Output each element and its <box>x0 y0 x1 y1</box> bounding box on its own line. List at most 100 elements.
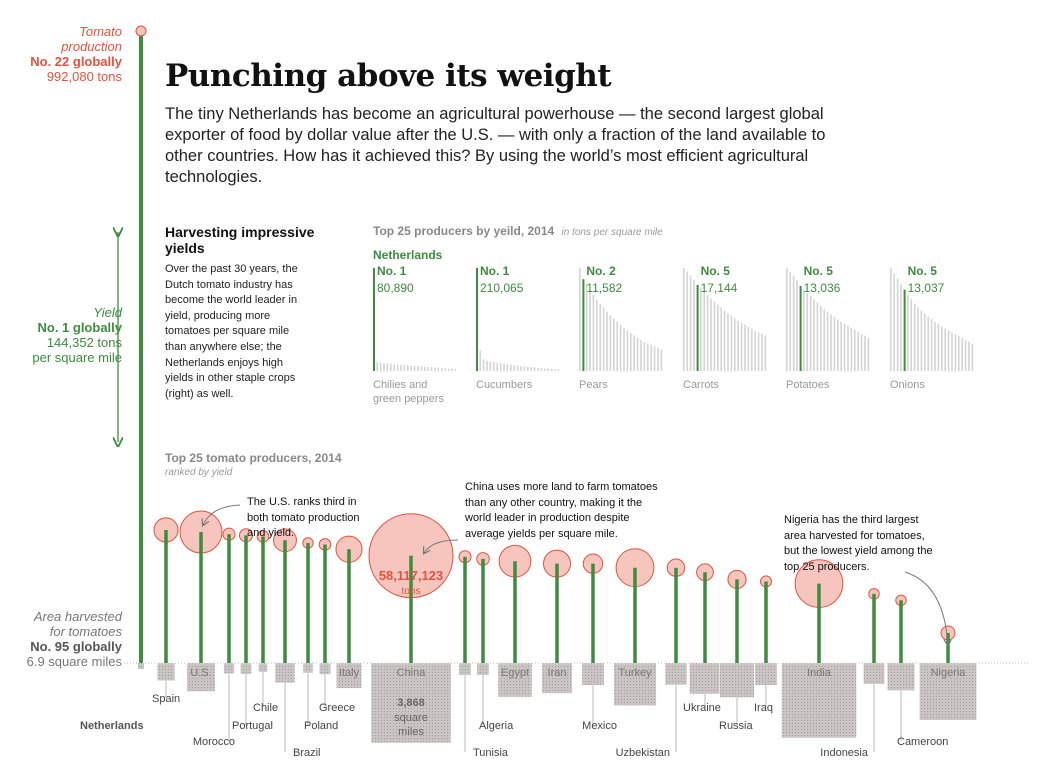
crop-bar-5-18 <box>951 332 953 371</box>
crop-bar-0-18 <box>434 367 436 371</box>
area-21 <box>781 662 857 739</box>
crop-bar-5-3 <box>900 284 902 371</box>
production-value: 992,080 tons <box>46 69 122 84</box>
crop-bar-0-13 <box>417 366 419 371</box>
crop-bar-1-10 <box>510 364 512 371</box>
crop-bar-5-4 <box>903 289 906 371</box>
crop-bar-3-7 <box>706 295 709 371</box>
crop-bar-3-15 <box>734 318 736 371</box>
crop-bar-3-0 <box>683 268 685 371</box>
area-1 <box>156 662 176 681</box>
country-label-17: Uzbekistan <box>616 747 670 759</box>
area-22 <box>863 662 885 685</box>
crop-bar-3-18 <box>744 324 746 371</box>
crop-bar-1-18 <box>537 367 539 371</box>
crop-value-1: 210,065 <box>480 281 524 295</box>
crop-bar-2-6 <box>599 303 601 371</box>
crop-bar-5-24 <box>971 343 974 371</box>
label-netherlands: Netherlands <box>80 720 144 732</box>
small-multiples-title-text: Top 25 producers by yeild, 2014 <box>373 224 555 238</box>
crop-bar-3-14 <box>730 315 733 371</box>
crop-bar-4-5 <box>803 289 805 371</box>
country-label-22: Indonesia <box>820 747 869 759</box>
country-label-3: Morocco <box>193 736 235 748</box>
crop-bar-5-6 <box>910 299 912 371</box>
crop-bar-3-22 <box>757 332 760 371</box>
crop-bar-1-22 <box>550 368 553 371</box>
crop-bar-2-10 <box>613 318 615 371</box>
main-chart-subtitle: ranked by yield <box>165 467 233 478</box>
crop-bar-2-5 <box>596 299 598 371</box>
crop-bar-0-9 <box>403 365 406 371</box>
crop-bar-3-19 <box>747 326 750 371</box>
crop-bar-5-21 <box>961 337 963 371</box>
crop-bar-2-23 <box>657 348 659 371</box>
section-title: Harvesting impressive yields <box>165 224 315 256</box>
area-10 <box>370 662 452 744</box>
crop-bar-4-11 <box>823 309 825 371</box>
crop-bar-0-14 <box>420 366 423 371</box>
crop-bar-3-16 <box>737 320 739 371</box>
crop-bar-5-23 <box>968 341 970 371</box>
production-stat: Tomato production No. 22 globally 992,08… <box>30 24 122 84</box>
crop-bar-0-12 <box>413 365 416 371</box>
country-label-5: Chile <box>253 702 278 714</box>
crop-bar-3-24 <box>764 335 767 371</box>
crop-bar-2-3 <box>589 290 591 371</box>
area-7 <box>302 662 314 674</box>
crop-bar-4-22 <box>860 333 863 371</box>
crop-bar-4-3 <box>796 280 798 371</box>
crop-bar-3-11 <box>720 307 722 371</box>
crop-bar-4-9 <box>816 302 819 371</box>
area-stat: Area harvested for tomatoes No. 95 globa… <box>27 609 122 669</box>
china-area-unit-2: miles <box>398 726 424 738</box>
crop-bar-0-17 <box>430 367 433 371</box>
crop-value-3: 17,144 <box>701 281 738 295</box>
crop-value-5: 13,037 <box>908 281 945 295</box>
crop-bar-0-7 <box>396 364 399 371</box>
production-label-1: Tomato <box>79 24 122 39</box>
crop-bar-0-1 <box>376 362 378 371</box>
crop-bar-1-16 <box>530 367 532 371</box>
crop-bar-5-13 <box>934 321 936 371</box>
production-label-2: production <box>61 39 122 54</box>
crop-bar-1-19 <box>540 368 543 371</box>
yield-rank: No. 1 globally <box>37 320 122 335</box>
crop-bar-1-11 <box>513 365 515 371</box>
china-area-unit-1: square <box>394 712 428 724</box>
country-label-8: Greece <box>319 702 355 714</box>
crop-rank-5: No. 5 <box>908 264 938 278</box>
crop-bar-4-13 <box>830 314 832 371</box>
crop-bar-4-2 <box>792 275 795 371</box>
crop-bar-5-2 <box>896 278 899 371</box>
crop-bar-2-1 <box>582 279 585 371</box>
crop-rank-0: No. 1 <box>377 264 407 278</box>
crop-bar-4-1 <box>789 271 791 371</box>
crop-bar-4-6 <box>806 292 808 371</box>
area-16 <box>613 662 657 706</box>
country-label-7: Poland <box>304 720 338 732</box>
china-production-value: 58,117,123 <box>379 568 443 583</box>
annotation-us: The U.S. ranks third in both tomato prod… <box>247 496 360 539</box>
annotation-nigeria: Nigeria has the third largest area harve… <box>784 514 933 573</box>
crop-name-3: Carrots <box>683 379 720 391</box>
crop-bar-2-7 <box>602 307 605 371</box>
crop-bar-5-0 <box>890 268 892 371</box>
crop-bar-1-21 <box>547 368 549 371</box>
highlight-country-label: Netherlands <box>373 248 443 262</box>
crop-bar-1-5 <box>493 362 495 371</box>
crop-bar-0-24 <box>454 368 457 371</box>
country-label-23: Cameroon <box>897 736 948 748</box>
crop-bar-1-3 <box>486 360 488 371</box>
area-9 <box>336 662 362 689</box>
annotation-china: China uses more land to farm tomatoes th… <box>465 481 658 540</box>
crop-bar-1-9 <box>506 364 509 371</box>
crop-bar-4-4 <box>799 286 802 371</box>
country-label-18: Ukraine <box>683 702 721 714</box>
crop-bar-2-21 <box>650 344 652 371</box>
country-label-1: Spain <box>152 693 180 705</box>
small-multiples-unit: in tons per square mile <box>561 227 663 238</box>
crop-bar-3-10 <box>717 304 719 371</box>
area-rank: No. 95 globally <box>30 639 122 654</box>
